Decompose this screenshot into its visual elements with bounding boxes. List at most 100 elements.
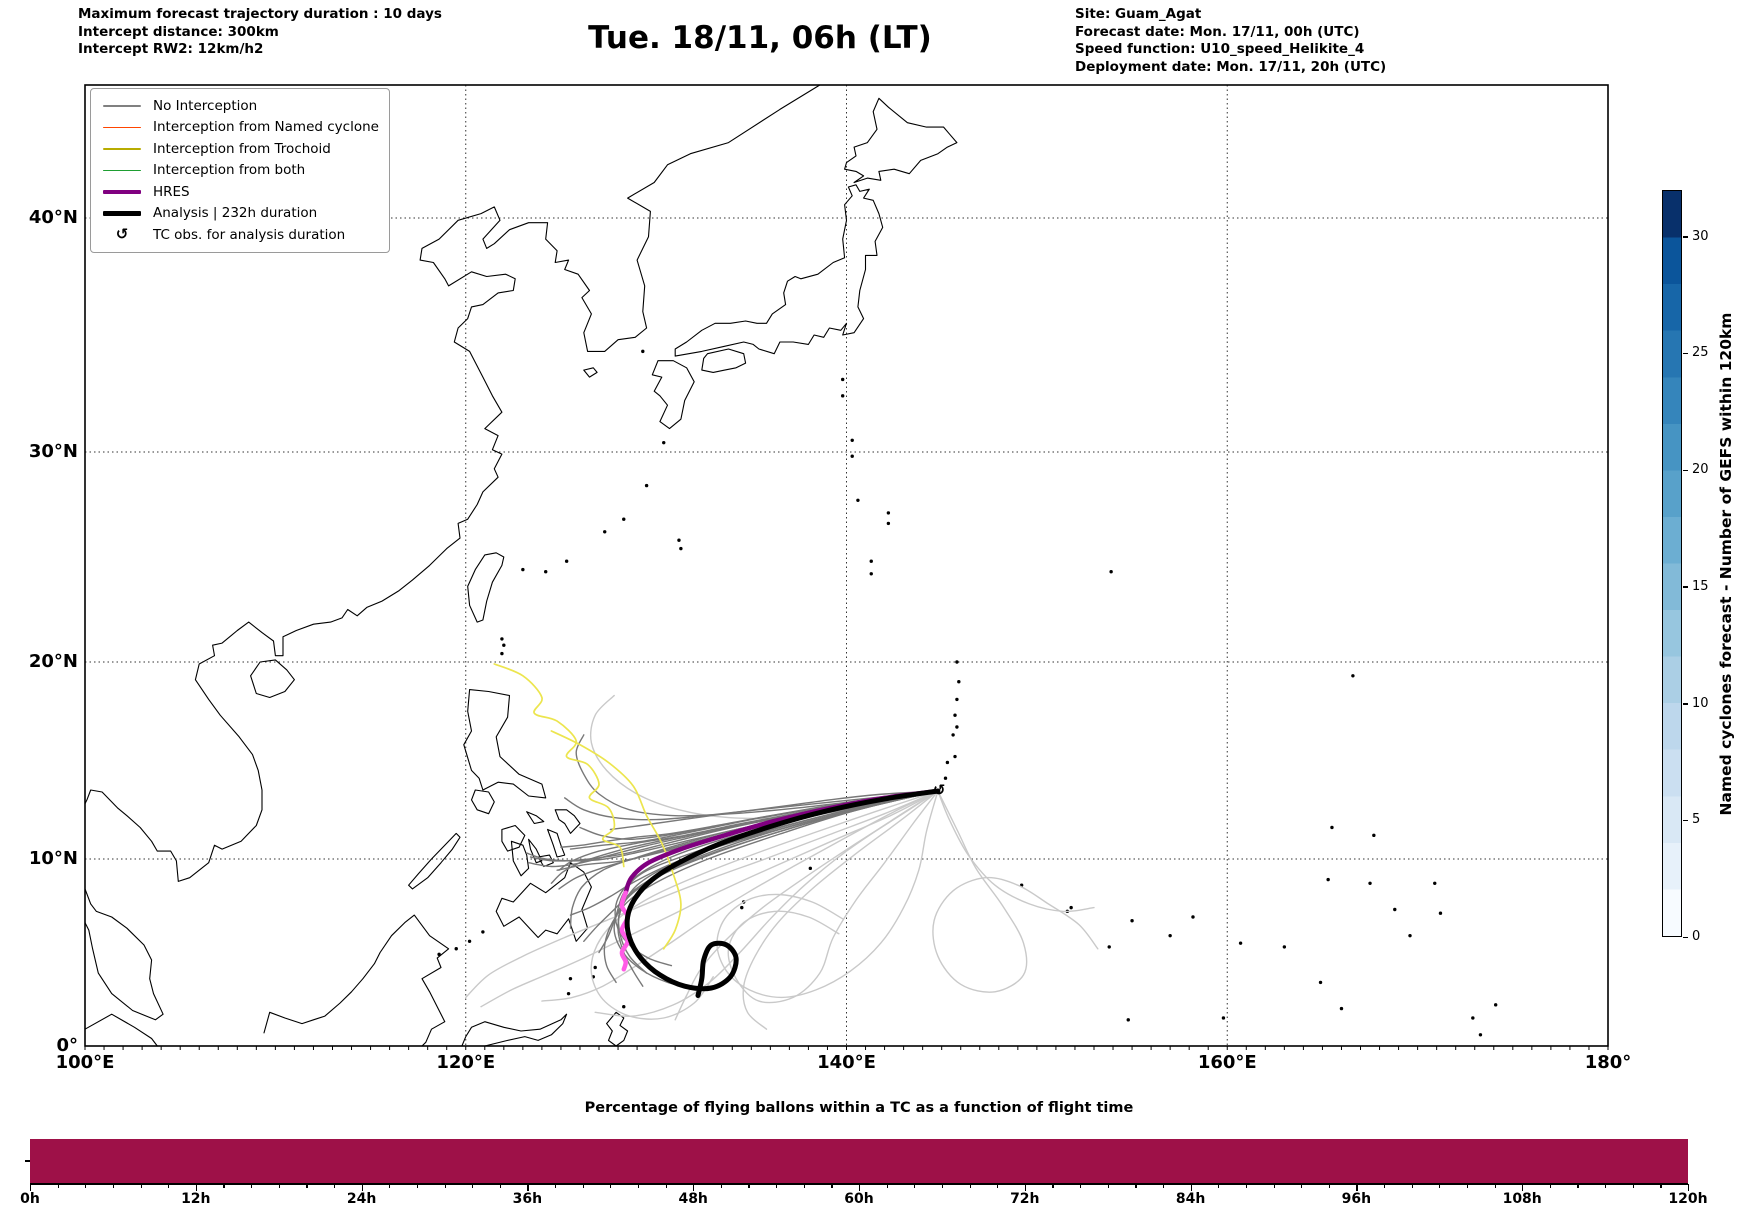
flight-time-minor-tick — [168, 1184, 170, 1188]
coastline-10 — [463, 689, 547, 799]
legend-line — [103, 105, 141, 107]
island-dot — [886, 521, 891, 526]
island-dot — [1069, 905, 1073, 910]
coastline-0 — [84, 84, 821, 882]
colorbar-tick-mark — [1683, 352, 1688, 355]
island-dot — [500, 651, 504, 656]
island-dot — [502, 643, 506, 647]
no-interception-faded-trajectories — [932, 790, 1099, 993]
legend-item: Interception from both — [103, 160, 379, 182]
no-interception-faded-trajectories — [727, 790, 939, 1004]
hres-trajectory-tail — [619, 890, 630, 972]
flight-time-major-tick — [30, 1184, 32, 1191]
flight-time-major-tick — [859, 1184, 861, 1191]
max-duration-text: Maximum forecast trajectory duration : 1… — [78, 6, 442, 22]
legend-item-label: Interception from Trochoid — [153, 140, 331, 157]
flight-time-minor-tick — [831, 1184, 833, 1188]
flight-time-minor-tick — [1328, 1184, 1330, 1188]
legend-line-swatch — [103, 211, 141, 216]
site-text: Site: Guam_Agat — [1075, 6, 1202, 22]
lon-tick-label: 180° — [1584, 1052, 1632, 1073]
flight-time-minor-tick — [1411, 1184, 1413, 1188]
legend-item-label: HRES — [153, 183, 190, 200]
lat-tick-label: 10°N — [28, 848, 78, 869]
island-dot — [662, 440, 666, 445]
coastline-6 — [701, 348, 747, 373]
island-dot — [1408, 933, 1412, 938]
no-interception-faded-trajectories — [594, 790, 939, 1018]
flight-time-major-tick — [195, 1184, 197, 1191]
flight-time-minor-tick — [57, 1184, 59, 1188]
flight-time-minor-tick — [472, 1184, 474, 1188]
island-dot — [1339, 1006, 1344, 1011]
colorbar-tick-label: 20 — [1692, 462, 1709, 478]
flight-time-tick-label: 36h — [512, 1191, 543, 1207]
colorbar-tick-mark — [1683, 469, 1688, 472]
legend-item: No Interception — [103, 95, 379, 117]
legend-line — [103, 148, 141, 150]
flight-time-minor-tick — [748, 1184, 750, 1188]
flight-time-minor-tick — [1494, 1184, 1496, 1188]
flight-time-major-tick — [1356, 1184, 1358, 1191]
map-plot-area: ↺ No Interception Interception from Named… — [84, 84, 1609, 1050]
trajectory-map-svg: ↺ — [84, 84, 1609, 1050]
coastline-12 — [501, 824, 526, 852]
flight-time-minor-tick — [416, 1184, 419, 1188]
island-dot — [566, 991, 571, 996]
legend-line-swatch — [103, 105, 141, 107]
flight-time-minor-tick — [720, 1184, 723, 1188]
island-dot — [1433, 881, 1437, 886]
flight-time-tick-label: 0h — [20, 1191, 40, 1207]
island-dot — [1372, 833, 1376, 838]
island-dot — [955, 660, 959, 664]
island-dot — [953, 754, 957, 759]
flight-time-tick-label: 96h — [1341, 1191, 1372, 1207]
flight-time-minor-tick — [1052, 1184, 1054, 1188]
flight-time-minor-tick — [85, 1184, 87, 1188]
site-info-block: Site: Guam_Agat Forecast date: Mon. 17/1… — [1075, 6, 1386, 76]
flight-time-minor-tick — [251, 1184, 253, 1188]
flight-time-minor-tick — [941, 1184, 944, 1188]
flight-time-minor-tick — [499, 1184, 501, 1188]
flight-time-minor-tick — [112, 1184, 115, 1188]
island-dot — [1318, 980, 1323, 985]
island-dot — [957, 680, 961, 684]
no-interception-faded-trajectories — [480, 790, 939, 1008]
legend-line-swatch — [103, 169, 141, 171]
island-dot — [500, 637, 504, 641]
flight-time-minor-tick — [637, 1184, 640, 1188]
island-dot — [740, 905, 744, 910]
flight-time-minor-tick — [582, 1184, 584, 1188]
island-dot — [1126, 1018, 1130, 1022]
flight-time-minor-tick — [776, 1184, 778, 1188]
map-legend: No Interception Interception from Named c… — [90, 88, 390, 253]
colorbar-tick-mark — [1683, 236, 1688, 238]
trochoid-interception-trajectories — [493, 663, 625, 868]
flight-time-minor-tick — [306, 1184, 308, 1188]
flight-time-minor-tick — [610, 1184, 612, 1188]
island-dot — [544, 570, 548, 574]
tc-obs-symbol: ↺ — [933, 781, 946, 799]
coastline-4 — [467, 552, 505, 623]
coastline-23 — [606, 1011, 629, 1047]
legend-item-label: No Interception — [153, 97, 258, 114]
island-dot — [1238, 941, 1243, 945]
flight-time-tick-label: 72h — [1010, 1191, 1040, 1207]
legend-item: HRES — [103, 181, 379, 203]
island-dot — [1109, 570, 1113, 574]
colorbar-tick-mark — [1683, 819, 1688, 822]
island-dot — [1221, 1016, 1226, 1020]
flight-time-minor-tick — [1439, 1184, 1441, 1188]
flight-time-minor-tick — [1273, 1184, 1275, 1188]
coastline-5 — [651, 360, 695, 430]
colorbar-label: Named cyclones forecast - Number of GEFS… — [1717, 312, 1735, 816]
island-dot — [951, 733, 955, 737]
coastline-15 — [537, 854, 554, 868]
coastline-8 — [844, 97, 958, 184]
legend-line — [103, 211, 141, 216]
coastline-14 — [528, 838, 543, 864]
flight-time-minor-tick — [1605, 1184, 1607, 1188]
deployment-date-text: Deployment date: Mon. 17/11, 20h (UTC) — [1075, 58, 1387, 75]
flight-time-minor-tick — [1301, 1184, 1303, 1188]
